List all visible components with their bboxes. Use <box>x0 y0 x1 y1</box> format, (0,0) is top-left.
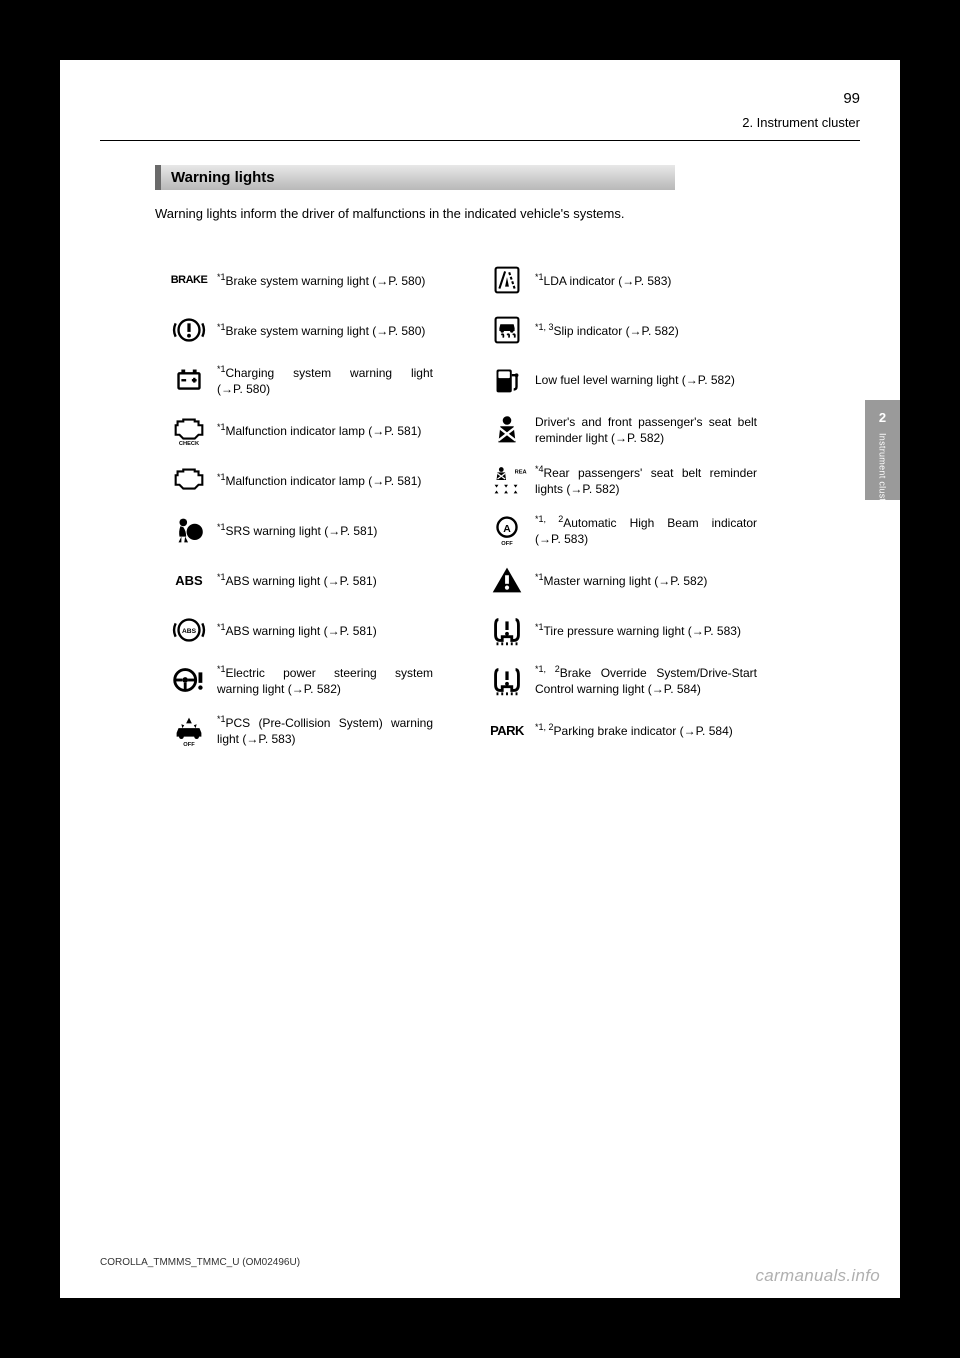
warning-description: *1Brake system warning light (→P. 580) <box>213 305 443 355</box>
warning-description: *1, 3Slip indicator (→P. 582) <box>531 305 761 355</box>
description-text: *1Malfunction indicator lamp (→P. 581) <box>217 471 421 489</box>
brake_text-icon: BRAKE <box>165 255 213 305</box>
warning-description: *1Master warning light (→P. 582) <box>531 555 761 605</box>
table-row: *1Malfunction indicator lamp (→P. 581) RE… <box>165 455 780 505</box>
tire-icon <box>483 605 531 655</box>
pcs-icon: OFF <box>165 705 213 755</box>
warning-description: *1Malfunction indicator lamp (→P. 581) <box>213 455 443 505</box>
manual-page: 99 2. Instrument cluster 2 Instrument cl… <box>60 60 900 1298</box>
footer-watermark: carmanuals.info <box>755 1266 880 1286</box>
brake_circle-icon <box>165 305 213 355</box>
description-text: *1Electric power steering system warning… <box>217 663 433 697</box>
warning-description: *1ABS warning light (→P. 581) <box>213 555 443 605</box>
description-text: *1, 2Automatic High Beam indicator (→P. … <box>535 513 757 547</box>
table-row: *1SRS warning light (→P. 581) A OFF *1, 2Au… <box>165 505 780 555</box>
warning-description: *1, 2Parking brake indicator (→P. 584) <box>531 705 761 755</box>
warning-description: *1PCS (Pre-Collision System) warning lig… <box>213 705 443 755</box>
description-text: *1Brake system warning light (→P. 580) <box>217 271 425 289</box>
warning-description: Driver's and front passenger's seat belt… <box>531 405 761 455</box>
footer-code: COROLLA_TMMMS_TMMC_U (OM02496U) <box>100 1257 300 1268</box>
charge-icon <box>165 355 213 405</box>
description-text: *1, 2Parking brake indicator (→P. 584) <box>535 721 733 739</box>
table-row: ABS *1ABS warning light (→P. 581) *1Tire p… <box>165 605 780 655</box>
warning-lights-table: BRAKE*1Brake system warning light (→P. 5… <box>165 255 780 755</box>
chapter-tab: 2 Instrument cluster <box>865 400 900 500</box>
park-icon: PARK <box>483 705 531 755</box>
section-title: 2. Instrument cluster <box>742 115 860 130</box>
fuel-icon <box>483 355 531 405</box>
description-text: *1Malfunction indicator lamp (→P. 581) <box>217 421 421 439</box>
table-row: CHECK *1Malfunction indicator lamp (→P. 5… <box>165 405 780 455</box>
master-icon <box>483 555 531 605</box>
table-row: *1Charging system warning light (→P. 580… <box>165 355 780 405</box>
description-text: Driver's and front passenger's seat belt… <box>535 414 757 446</box>
warning-description: *1, 2Automatic High Beam indicator (→P. … <box>531 505 761 555</box>
chapter-number: 2 <box>865 400 900 425</box>
description-text: *1Charging system warning light (→P. 580… <box>217 363 433 397</box>
svg-text:ABS: ABS <box>182 628 197 635</box>
warning-description: *1SRS warning light (→P. 581) <box>213 505 443 555</box>
warning-description: *1Brake system warning light (→P. 580) <box>213 255 443 305</box>
description-text: *1Brake system warning light (→P. 580) <box>217 321 425 339</box>
tire-icon <box>483 655 531 705</box>
description-text: *1ABS warning light (→P. 581) <box>217 571 377 589</box>
lda-icon <box>483 255 531 305</box>
check_engine-icon: CHECK <box>165 405 213 455</box>
svg-text:REAR: REAR <box>515 469 527 475</box>
table-row: ABS*1ABS warning light (→P. 581) *1Master… <box>165 555 780 605</box>
description-text: *1ABS warning light (→P. 581) <box>217 621 377 639</box>
warning-description: *1LDA indicator (→P. 583) <box>531 255 761 305</box>
warning-lights-heading: Warning lights <box>155 165 675 190</box>
warning-description: *1ABS warning light (→P. 581) <box>213 605 443 655</box>
description-text: *1Master warning light (→P. 582) <box>535 571 707 589</box>
seatbelt-icon <box>483 405 531 455</box>
table-row: *1Brake system warning light (→P. 580) *1… <box>165 305 780 355</box>
description-text: *1, 3Slip indicator (→P. 582) <box>535 321 679 339</box>
warning-description: *4Rear passengers' seat belt reminder li… <box>531 455 761 505</box>
table-row: BRAKE*1Brake system warning light (→P. 5… <box>165 255 780 305</box>
intro-text: Warning lights inform the driver of malf… <box>155 205 795 223</box>
chapter-label: Instrument cluster <box>878 425 888 510</box>
table-row: OFF *1PCS (Pre-Collision System) warning … <box>165 705 780 755</box>
description-text: *1SRS warning light (→P. 581) <box>217 521 377 539</box>
warning-description: *1Electric power steering system warning… <box>213 655 443 705</box>
warning-description: *1Malfunction indicator lamp (→P. 581) <box>213 405 443 455</box>
eps-icon <box>165 655 213 705</box>
warning-description: *1, 2Brake Override System/Drive-Start C… <box>531 655 761 705</box>
abs_circle-icon: ABS <box>165 605 213 655</box>
divider <box>100 140 860 141</box>
table-row: *1Electric power steering system warning… <box>165 655 780 705</box>
description-text: *1LDA indicator (→P. 583) <box>535 271 671 289</box>
srs-icon <box>165 505 213 555</box>
description-text: Low fuel level warning light (→P. 582) <box>535 372 735 388</box>
svg-text:CHECK: CHECK <box>179 441 200 447</box>
description-text: *1, 2Brake Override System/Drive-Start C… <box>535 663 757 697</box>
rear_belt-icon: REAR <box>483 455 531 505</box>
warning-description: *1Charging system warning light (→P. 580… <box>213 355 443 405</box>
page-number: 99 <box>843 90 860 107</box>
description-text: *1PCS (Pre-Collision System) warning lig… <box>217 713 433 747</box>
slip-icon <box>483 305 531 355</box>
description-text: *4Rear passengers' seat belt reminder li… <box>535 463 757 497</box>
svg-text:OFF: OFF <box>183 742 195 748</box>
ahb-icon: A OFF <box>483 505 531 555</box>
engine-icon <box>165 455 213 505</box>
warning-description: Low fuel level warning light (→P. 582) <box>531 355 761 405</box>
abs_text-icon: ABS <box>165 555 213 605</box>
svg-text:A: A <box>503 524 511 535</box>
svg-text:OFF: OFF <box>501 541 513 547</box>
warning-description: *1Tire pressure warning light (→P. 583) <box>531 605 761 655</box>
description-text: *1Tire pressure warning light (→P. 583) <box>535 621 741 639</box>
